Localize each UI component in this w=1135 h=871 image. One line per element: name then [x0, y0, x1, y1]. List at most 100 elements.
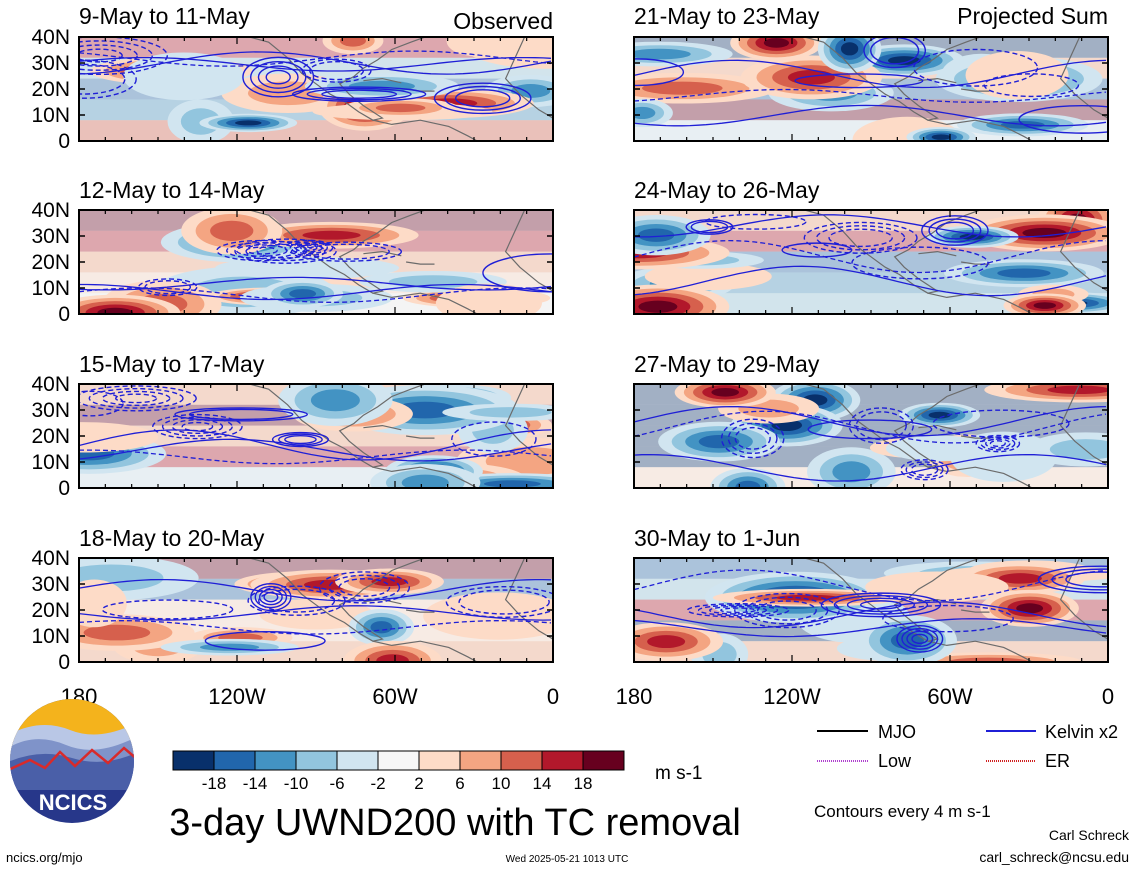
map-panel-projected-1 [633, 36, 1109, 142]
kelvin-contour [101, 390, 171, 407]
colorbar: -18 -14 -10 -6 -2 2 6 10 14 18 [172, 750, 625, 793]
shaded-contour [776, 594, 840, 601]
kelvin-contour [781, 242, 853, 258]
colorbar-swatch [336, 750, 379, 771]
kelvin-contour [989, 440, 1006, 448]
shaded-contour [735, 480, 761, 488]
coastline [918, 424, 957, 431]
kelvin-contour [249, 61, 307, 94]
footer-author: Carl Schreck [1049, 827, 1130, 843]
lat-tick-label: 30N [31, 573, 70, 596]
kelvin-contour [144, 280, 192, 295]
shaded-contour [711, 387, 739, 397]
kelvin-contour [234, 238, 337, 264]
kelvin-contour [226, 242, 298, 260]
coastline [372, 466, 478, 488]
coastline [406, 609, 435, 613]
map-panel-observed-1 [78, 36, 554, 142]
kelvin-contour [905, 461, 944, 479]
kelvin-contour [79, 578, 552, 602]
kelvin-contour [79, 63, 126, 95]
lat-tick-label: 40N [31, 547, 70, 570]
shaded-contour [310, 389, 360, 412]
shaded-contour [787, 70, 835, 85]
kelvin-contour [900, 459, 949, 481]
lat-tick-label: 10N [31, 104, 70, 127]
kelvin-contour [88, 387, 184, 409]
footer-email: carl_schreck@ncsu.edu [979, 849, 1129, 865]
coastline [927, 640, 1033, 662]
coastline [961, 435, 990, 439]
kelvin-contour [855, 411, 907, 441]
shaded-contour [1022, 227, 1067, 238]
shaded-contour [1016, 603, 1044, 614]
legend-label: ER [1045, 751, 1070, 771]
shaded-contour [339, 37, 367, 47]
kelvin-contour [284, 434, 317, 445]
legend-item-mjo: MJO [817, 722, 916, 742]
kelvin-contour [921, 215, 989, 246]
coastline [372, 292, 478, 314]
lon-tick-label: 0 [1102, 684, 1114, 709]
kelvin-contour [757, 600, 817, 621]
panel-title: 27-May to 29-May [634, 351, 820, 377]
kelvin-contour [79, 283, 552, 301]
shaded-contour [865, 571, 1009, 603]
colorbar-label: -14 [243, 774, 268, 793]
kelvin-contour [115, 393, 158, 404]
panel-field [634, 558, 1108, 662]
colorbar-swatch [500, 750, 543, 771]
kelvin-contour [686, 603, 790, 618]
panel-title: 21-May to 23-May [634, 3, 820, 29]
panel-field [634, 210, 1108, 314]
footer-url: ncics.org/mjo [6, 850, 83, 865]
kelvin-contour [851, 246, 989, 280]
panel-field [79, 210, 553, 314]
kelvin-contour [137, 278, 198, 297]
footer-timestamp: Wed 2025-05-21 1013 UTC [506, 854, 629, 865]
kelvin-contour [271, 431, 330, 448]
kelvin-contour [704, 213, 807, 230]
coastline [504, 558, 553, 640]
kelvin-contour [433, 82, 532, 115]
kelvin-contour [634, 405, 1107, 437]
kelvin-contour [975, 434, 1021, 453]
colorbar-label: -10 [284, 774, 309, 793]
kelvin-contour [727, 422, 778, 455]
coastline [927, 466, 1033, 488]
coastline [372, 119, 478, 141]
map-panel-observed-3 [78, 383, 554, 489]
colorbar-swatch [459, 750, 502, 771]
panel-title: 9-May to 11-May [79, 3, 250, 29]
kelvin-contour [290, 241, 403, 262]
kelvin-contour [79, 40, 153, 71]
legend-label: MJO [878, 722, 916, 742]
lat-tick-label: 20N [31, 599, 70, 622]
kelvin-contour [896, 624, 944, 653]
kelvin-contour [1018, 104, 1108, 134]
colorbar-label: -6 [329, 774, 344, 793]
lat-tick-label: 30N [31, 52, 70, 75]
shaded-contour [370, 621, 393, 634]
lat-tick-label: 10N [31, 451, 70, 474]
shaded-contour [376, 654, 410, 662]
kelvin-contour [79, 51, 552, 75]
colorbar-label: -18 [202, 774, 227, 793]
kelvin-contour [913, 48, 1039, 87]
colorbar-label: 2 [414, 774, 423, 793]
coastline [249, 37, 426, 121]
coastline [918, 250, 957, 257]
lon-tick-label: 120W [208, 684, 266, 709]
kelvin-contour [634, 453, 1107, 482]
kelvin-contour [935, 221, 975, 240]
shaded-contour [1047, 385, 1108, 395]
shaded-contour [642, 81, 723, 95]
lon-axis-labels: 180 120W 60W 0 180 120W 60W 0 [61, 684, 1114, 709]
panel-title: 12-May to 14-May [79, 177, 265, 203]
kelvin-contour [928, 218, 982, 243]
map-panel-projected-2 [633, 209, 1109, 315]
panel-field [79, 558, 553, 662]
lat-axis-labels: 40N 30N 20N 10N 0 40N 30N 20N 10N 0 40N … [31, 26, 70, 674]
kelvin-contour [734, 592, 840, 629]
